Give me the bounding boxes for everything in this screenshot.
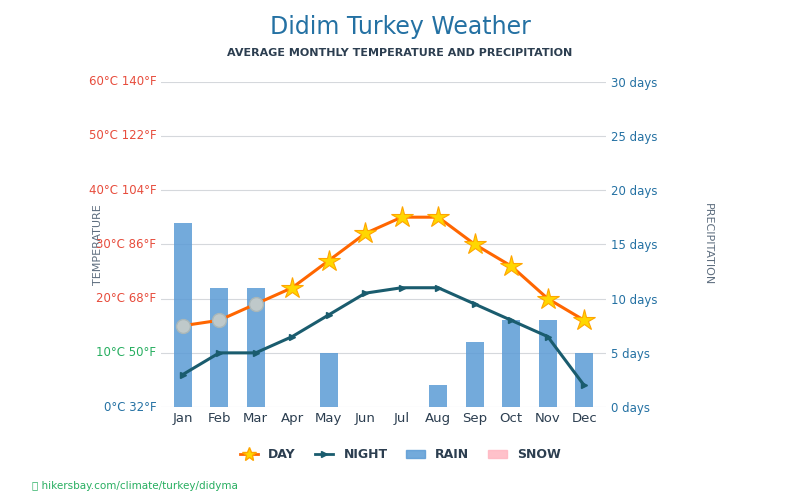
Bar bbox=[210, 288, 228, 407]
Text: 0°C 32°F: 0°C 32°F bbox=[104, 400, 156, 413]
Text: 60°C 140°F: 60°C 140°F bbox=[89, 75, 156, 88]
Bar bbox=[246, 288, 265, 407]
Bar bbox=[466, 342, 484, 407]
Bar bbox=[502, 320, 520, 407]
Y-axis label: TEMPERATURE: TEMPERATURE bbox=[93, 204, 103, 284]
Bar bbox=[174, 222, 192, 407]
Bar bbox=[538, 320, 557, 407]
Y-axis label: PRECIPITATION: PRECIPITATION bbox=[703, 203, 713, 285]
Text: AVERAGE MONTHLY TEMPERATURE AND PRECIPITATION: AVERAGE MONTHLY TEMPERATURE AND PRECIPIT… bbox=[227, 48, 573, 58]
Bar bbox=[575, 353, 594, 407]
Text: 40°C 104°F: 40°C 104°F bbox=[89, 184, 156, 196]
Bar bbox=[429, 386, 447, 407]
Text: 📍 hikersbay.com/climate/turkey/didyma: 📍 hikersbay.com/climate/turkey/didyma bbox=[32, 481, 238, 491]
Text: 50°C 122°F: 50°C 122°F bbox=[89, 130, 156, 142]
Text: 20°C 68°F: 20°C 68°F bbox=[96, 292, 156, 305]
Text: 30°C 86°F: 30°C 86°F bbox=[96, 238, 156, 251]
Legend: DAY, NIGHT, RAIN, SNOW: DAY, NIGHT, RAIN, SNOW bbox=[234, 443, 566, 466]
Text: Didim Turkey Weather: Didim Turkey Weather bbox=[270, 15, 530, 39]
Bar bbox=[319, 353, 338, 407]
Text: 10°C 50°F: 10°C 50°F bbox=[96, 346, 156, 360]
